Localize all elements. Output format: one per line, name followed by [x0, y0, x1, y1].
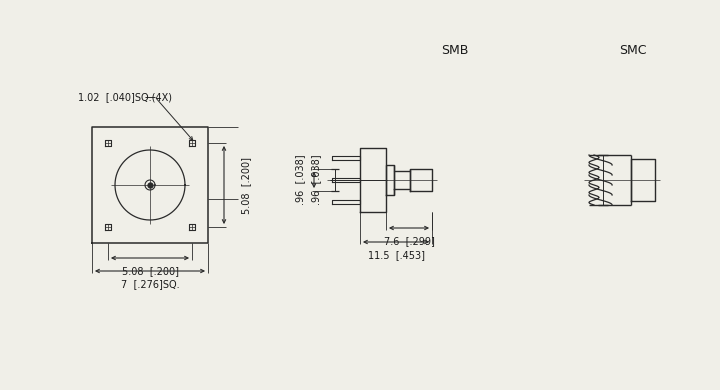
Text: 7  [.276]SQ.: 7 [.276]SQ.: [121, 279, 179, 289]
Text: 7.6  [.299]: 7.6 [.299]: [384, 236, 434, 246]
Text: 11.5  [.453]: 11.5 [.453]: [367, 250, 425, 260]
Text: 5.08  [.200]: 5.08 [.200]: [241, 156, 251, 213]
Text: 1.02  [.040]SQ.(4X): 1.02 [.040]SQ.(4X): [78, 92, 172, 102]
Text: .96  [.038]: .96 [.038]: [311, 155, 321, 205]
Text: SMC: SMC: [619, 44, 647, 57]
Text: .96  [.038]: .96 [.038]: [295, 155, 305, 205]
Text: 5.08  [.200]: 5.08 [.200]: [122, 266, 179, 276]
Text: SMB: SMB: [441, 44, 469, 57]
